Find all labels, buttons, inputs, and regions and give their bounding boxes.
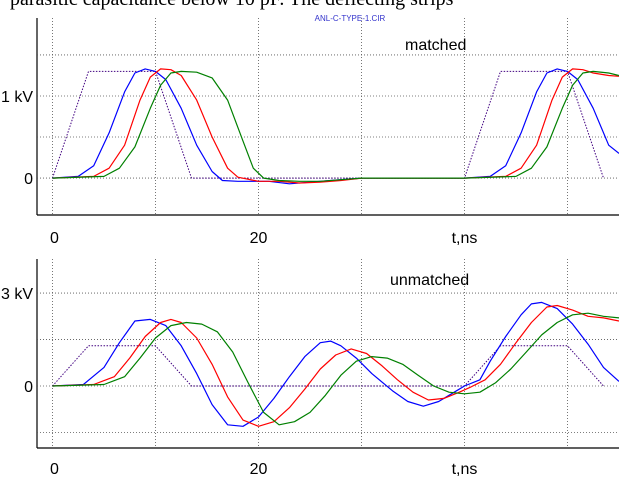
series-line-2 <box>52 68 619 184</box>
y-tick-label: 3 kV <box>1 286 33 303</box>
series-line-0 <box>52 345 604 387</box>
x-tick-label: 20 <box>250 230 268 247</box>
figure-subtitle: ANL-C-TYPE-1.CIR <box>315 14 386 23</box>
x-tick-label: t,ns <box>452 461 478 478</box>
chart-unmatched: 3 kV 0 0 20 t,ns unmatched <box>1 259 619 478</box>
series-line-2 <box>52 304 619 427</box>
chart-annotation: matched <box>405 37 466 54</box>
x-tick-label: 20 <box>250 461 268 478</box>
series-line-3 <box>52 312 619 426</box>
page-caption: parasitic capacitance below 10 pF. The d… <box>0 0 619 18</box>
x-tick-label: t,ns <box>452 230 478 247</box>
chart-annotation: unmatched <box>390 272 469 289</box>
series-line-0 <box>52 70 604 179</box>
chart-matched: 1 kV 0 0 20 t,ns matched <box>1 18 619 247</box>
x-tick-label: 0 <box>50 461 59 478</box>
y-tick-label: 0 <box>24 171 33 188</box>
series-line-3 <box>52 70 619 182</box>
series-line-1 <box>52 68 619 185</box>
x-tick-label: 0 <box>50 230 59 247</box>
series-line-1 <box>52 301 619 427</box>
y-tick-label: 1 kV <box>1 89 33 106</box>
y-tick-label: 0 <box>24 379 33 396</box>
